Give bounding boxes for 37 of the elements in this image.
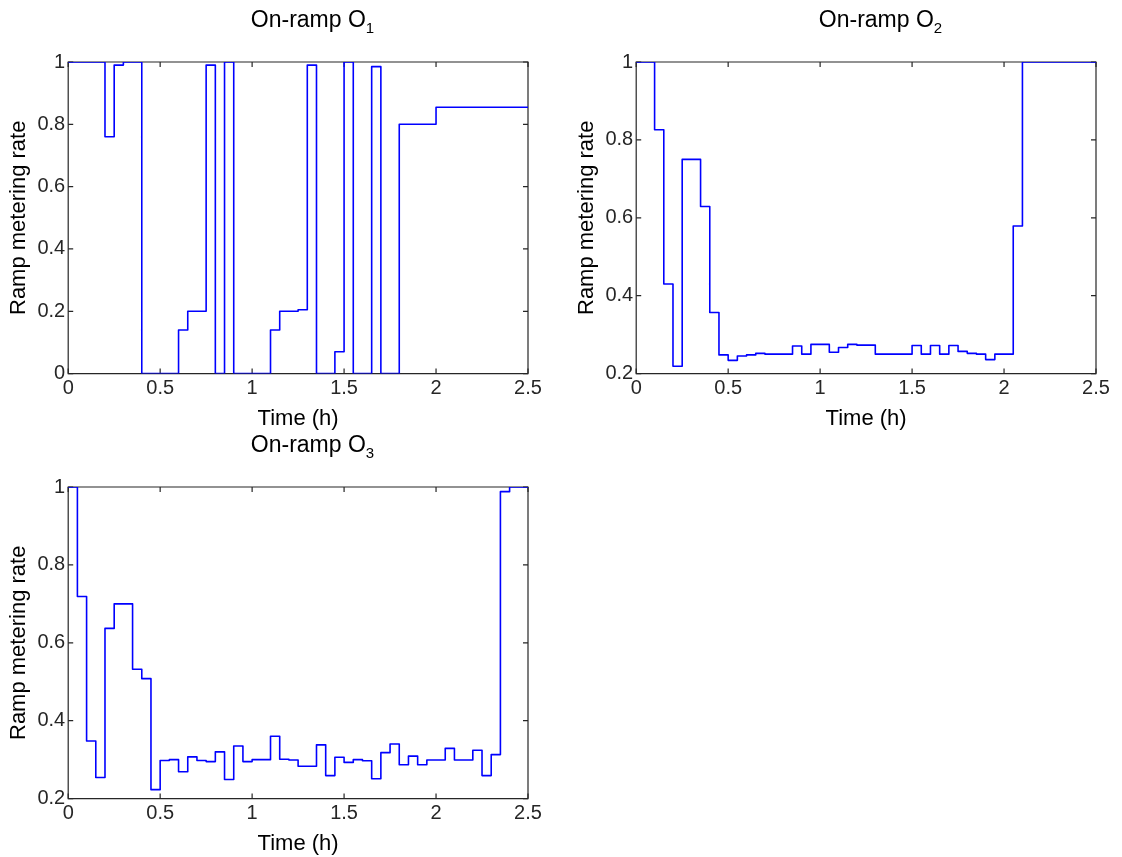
y-axis-title: Ramp metering rate	[573, 120, 599, 316]
x-tick-label: 1	[246, 376, 258, 399]
x-tick-label: 2	[430, 801, 442, 824]
y-tick-label: 0.4	[605, 283, 634, 306]
x-tick-label: 1.5	[330, 376, 358, 399]
y-tick-label: 0.2	[37, 298, 66, 321]
x-tick-label: 2.5	[514, 801, 542, 824]
x-axis-title: Time (h)	[257, 829, 339, 855]
x-tick-label: 0.5	[146, 801, 175, 824]
x-axis-title: Time (h)	[257, 404, 339, 430]
x-tick-label: 1.5	[898, 376, 926, 399]
x-tick-label: 2	[998, 376, 1010, 399]
y-tick-label: 0.8	[37, 111, 66, 134]
y-axis-title: Ramp metering rate	[5, 545, 31, 741]
chart-title: On-ramp O$_{3}$	[249, 431, 376, 461]
y-tick-label: 0.8	[605, 127, 634, 150]
y-tick-label: 0.4	[37, 236, 66, 259]
x-tick-label: 1	[246, 801, 258, 824]
y-tick-label: 1	[622, 49, 634, 72]
x-tick-label: 1	[814, 376, 826, 399]
chart-title: On-ramp O$_{2}$	[817, 6, 944, 36]
x-tick-label: 0.5	[146, 376, 175, 399]
y-tick-label: 0.8	[37, 552, 66, 575]
x-tick-label: 2.5	[1082, 376, 1110, 399]
y-tick-label: 1	[54, 49, 66, 72]
y-axis-title: Ramp metering rate	[5, 120, 31, 316]
y-tick-label: 0.6	[37, 174, 66, 197]
y-tick-label: 0.6	[37, 630, 66, 653]
x-tick-label: 2.5	[514, 376, 542, 399]
x-tick-label: 1.5	[330, 801, 358, 824]
y-tick-label: 0.6	[605, 205, 634, 228]
x-tick-label: 2	[430, 376, 442, 399]
chart-title: On-ramp O$_{1}$	[249, 6, 376, 36]
x-axis-title: Time (h)	[825, 404, 907, 430]
y-tick-label: 1	[54, 474, 66, 497]
y-tick-label: 0.4	[37, 708, 66, 731]
x-tick-label: 0.5	[714, 376, 743, 399]
